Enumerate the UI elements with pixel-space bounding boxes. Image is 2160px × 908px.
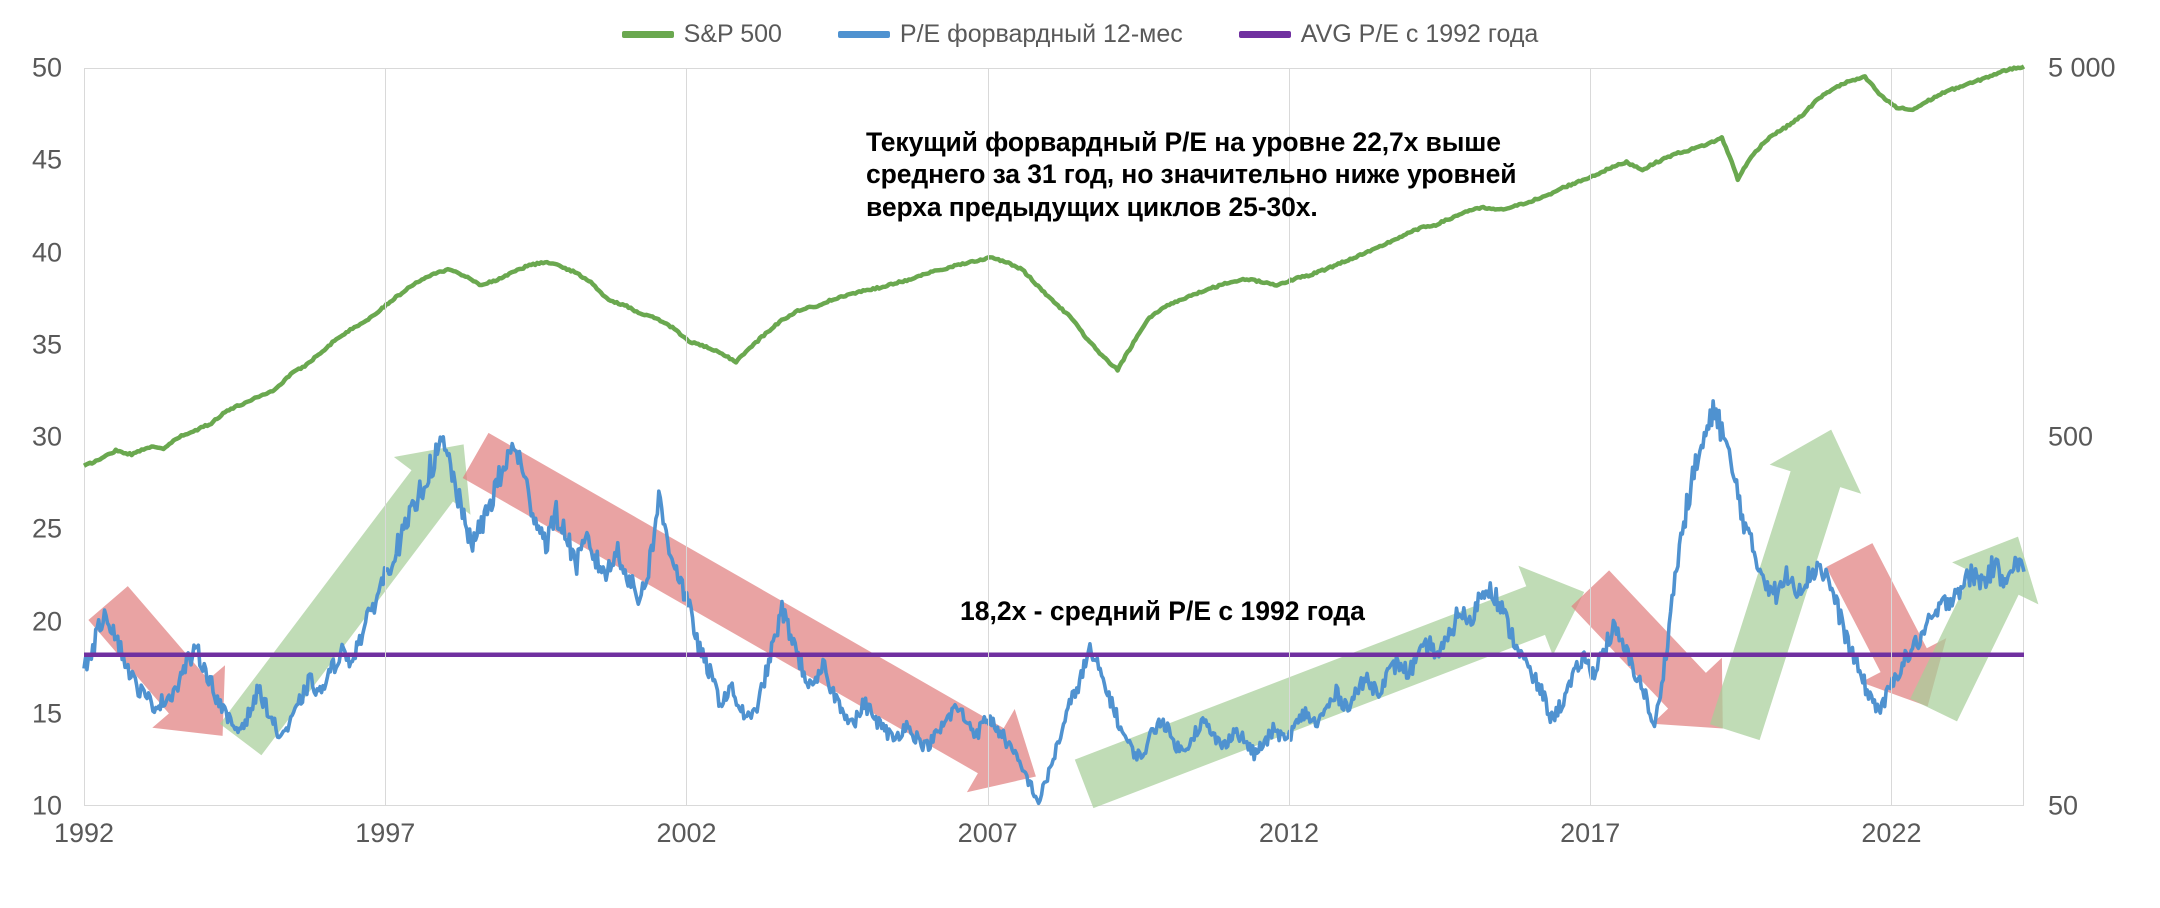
legend-item-0[interactable]: S&P 500 — [621, 19, 782, 48]
plot-border — [84, 68, 2024, 806]
callout-line-1: среднего за 31 год, но значительно ниже … — [866, 159, 1517, 190]
legend-item-1[interactable]: P/E форвардный 12-мес — [837, 19, 1183, 48]
callout-annotation: Текущий форвардный P/E на уровне 22,7x в… — [866, 126, 1636, 223]
trend-arrow-down-0 — [88, 586, 226, 736]
series-sp500-line — [82, 64, 2026, 468]
x-tick-2012: 2012 — [1258, 818, 1320, 848]
trend-arrow-down-4 — [1571, 570, 1723, 729]
gridline-2002 — [686, 68, 688, 806]
callout-line-2: верха предыдущих циклов 25-30x. — [866, 191, 1318, 222]
y-tick-right-1: 500 — [2048, 421, 2094, 452]
x-tick-2022: 2022 — [1861, 818, 1922, 848]
x-axis: 1992 1997 2002 2007 2012 2017 2022 — [54, 812, 2024, 872]
y-axis-left: 50 45 40 35 30 25 20 15 10 — [0, 53, 76, 821]
x-tick-2002: 2002 — [656, 818, 717, 848]
trend-arrow-down-6 — [1826, 543, 1947, 707]
trend-arrow-up-5 — [1710, 429, 1862, 741]
line-swatch-blue — [837, 30, 890, 38]
gridline-2022 — [1891, 68, 1893, 806]
y-tick-left-7: 15 — [31, 698, 62, 729]
x-tick-2007: 2007 — [957, 818, 1018, 848]
y-tick-left-3: 35 — [31, 329, 62, 360]
y-tick-right-2: 50 — [2048, 790, 2079, 821]
gridline-2012 — [1288, 68, 1290, 806]
legend-label: AVG P/E с 1992 года — [1300, 19, 1539, 48]
series-forward-pe-line — [82, 399, 2026, 806]
gridline-1997 — [385, 68, 387, 806]
gridline-2017 — [1590, 68, 1592, 806]
y-tick-left-5: 25 — [31, 513, 62, 544]
y-tick-left-6: 20 — [31, 606, 62, 636]
y-tick-right-0: 5 000 — [2048, 52, 2116, 83]
legend-label: P/E форвардный 12-мес — [899, 19, 1183, 48]
line-swatch-green — [621, 30, 674, 38]
x-tick-1992: 1992 — [53, 818, 115, 848]
chart-legend: S&P 500 P/E форвардный 12-мес AVG P/E с 19… — [0, 14, 2160, 54]
y-tick-left-0: 50 — [31, 52, 62, 83]
line-swatch-purple — [1238, 30, 1291, 38]
trend-arrow-up-1 — [219, 444, 471, 756]
gridline-2007 — [987, 68, 989, 806]
legend-label: S&P 500 — [683, 19, 782, 48]
legend-item-2[interactable]: AVG P/E с 1992 года — [1238, 19, 1539, 48]
y-axis-right: 5 000 500 50 — [2034, 53, 2160, 821]
chart-canvas — [82, 64, 2039, 809]
y-tick-left-4: 30 — [31, 421, 62, 452]
y-tick-left-8: 10 — [31, 790, 62, 821]
y-tick-left-1: 45 — [31, 144, 62, 175]
y-tick-left-2: 40 — [31, 237, 62, 267]
trend-arrow-up-3 — [1074, 565, 1585, 809]
plot-area — [82, 64, 2039, 809]
callout-line-0: Текущий форвардный P/E на уровне 22,7x в… — [866, 127, 1501, 157]
average-pe-annotation: 18,2x - средний P/E с 1992 года — [960, 596, 1365, 626]
x-tick-1997: 1997 — [355, 818, 416, 848]
trend-arrow-down-2 — [462, 432, 1036, 793]
x-tick-2017: 2017 — [1560, 818, 1621, 848]
